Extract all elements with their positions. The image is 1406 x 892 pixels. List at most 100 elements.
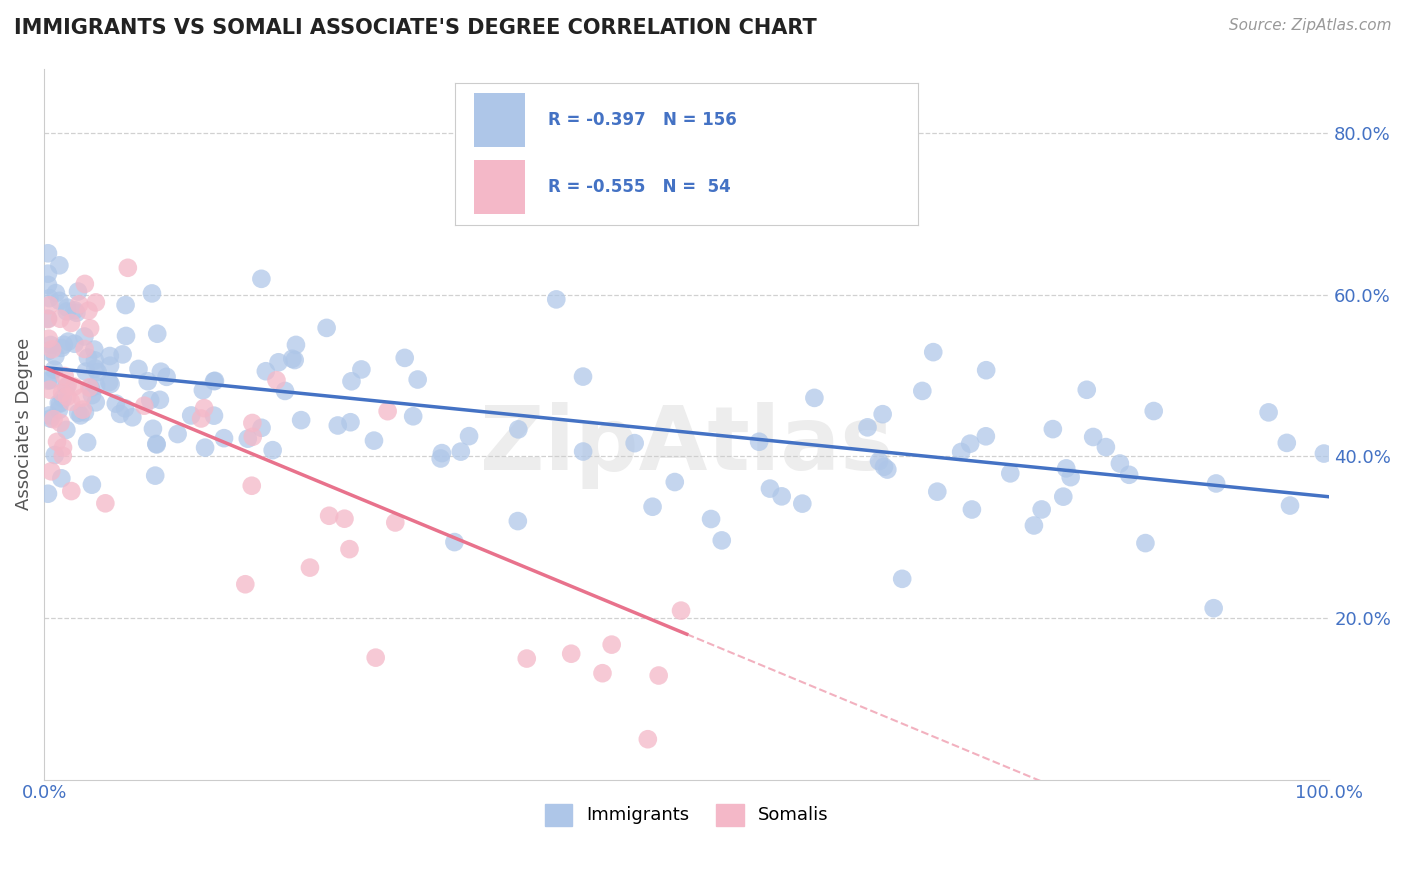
Point bbox=[75, 365, 97, 379]
Point bbox=[429, 451, 451, 466]
Point bbox=[37, 312, 59, 326]
Point bbox=[44, 448, 66, 462]
Point bbox=[56, 304, 79, 318]
Point bbox=[364, 650, 387, 665]
Point bbox=[108, 407, 131, 421]
Point bbox=[1135, 536, 1157, 550]
Point bbox=[191, 383, 214, 397]
Point bbox=[873, 459, 896, 474]
Point bbox=[284, 353, 307, 368]
Point bbox=[506, 514, 529, 528]
Point bbox=[111, 347, 134, 361]
Text: IMMIGRANTS VS SOMALI ASSOCIATE'S DEGREE CORRELATION CHART: IMMIGRANTS VS SOMALI ASSOCIATE'S DEGREE … bbox=[14, 18, 817, 37]
Point bbox=[65, 306, 87, 320]
Point bbox=[600, 638, 623, 652]
Point bbox=[637, 732, 659, 747]
Point bbox=[891, 572, 914, 586]
Point bbox=[39, 464, 62, 478]
Point bbox=[748, 434, 770, 449]
Y-axis label: Associate's Degree: Associate's Degree bbox=[15, 338, 32, 510]
Point bbox=[202, 409, 225, 423]
Point bbox=[55, 380, 77, 394]
Point bbox=[792, 497, 814, 511]
Point bbox=[66, 285, 89, 299]
Point bbox=[180, 409, 202, 423]
Point bbox=[84, 395, 107, 409]
Point bbox=[114, 298, 136, 312]
Point bbox=[1313, 446, 1336, 460]
Point bbox=[38, 291, 60, 305]
Point bbox=[290, 413, 312, 427]
Point bbox=[377, 404, 399, 418]
Point bbox=[104, 396, 127, 410]
Point bbox=[872, 407, 894, 421]
Point bbox=[37, 246, 59, 260]
Point bbox=[402, 409, 425, 424]
Point bbox=[51, 341, 73, 355]
Point bbox=[868, 454, 890, 468]
Point bbox=[669, 604, 692, 618]
Point bbox=[42, 362, 65, 376]
Point bbox=[63, 303, 86, 318]
Point bbox=[193, 401, 215, 416]
Point bbox=[38, 298, 60, 312]
Point bbox=[516, 651, 538, 665]
Point bbox=[42, 412, 65, 426]
Point bbox=[37, 344, 59, 359]
Legend: Immigrants, Somalis: Immigrants, Somalis bbox=[536, 795, 838, 835]
Point bbox=[430, 446, 453, 460]
Point bbox=[856, 420, 879, 434]
Point bbox=[76, 435, 98, 450]
Point bbox=[83, 343, 105, 357]
Point bbox=[98, 375, 121, 389]
Point bbox=[52, 391, 75, 405]
Point bbox=[134, 399, 156, 413]
Point bbox=[73, 329, 96, 343]
Point bbox=[149, 365, 172, 379]
Point bbox=[922, 345, 945, 359]
Point bbox=[63, 336, 86, 351]
Point bbox=[267, 355, 290, 369]
Point bbox=[84, 361, 107, 376]
Point bbox=[1275, 436, 1298, 450]
Point bbox=[70, 391, 93, 405]
Point bbox=[56, 390, 79, 404]
Point bbox=[45, 286, 67, 301]
Point bbox=[281, 351, 304, 366]
Point bbox=[406, 372, 429, 386]
Point bbox=[190, 411, 212, 425]
Point bbox=[145, 437, 167, 451]
Point bbox=[572, 444, 595, 458]
Point bbox=[39, 338, 62, 352]
Point bbox=[37, 311, 59, 326]
Point bbox=[250, 272, 273, 286]
Point bbox=[974, 429, 997, 443]
Point bbox=[60, 316, 83, 330]
Point bbox=[262, 443, 284, 458]
Point bbox=[315, 321, 337, 335]
Point bbox=[1054, 461, 1077, 475]
Point bbox=[49, 311, 72, 326]
Point bbox=[94, 496, 117, 510]
Point bbox=[98, 359, 121, 373]
Point bbox=[136, 374, 159, 388]
Point bbox=[117, 260, 139, 275]
Point bbox=[114, 401, 136, 416]
Point bbox=[508, 422, 530, 436]
Point bbox=[1118, 467, 1140, 482]
Point bbox=[51, 471, 73, 485]
Point bbox=[340, 374, 363, 388]
Point bbox=[623, 436, 645, 450]
Point bbox=[146, 326, 169, 341]
Point bbox=[100, 377, 122, 392]
Point bbox=[77, 351, 100, 365]
Point bbox=[458, 429, 481, 443]
Point bbox=[52, 449, 75, 463]
Point bbox=[51, 385, 73, 400]
Point bbox=[1083, 430, 1105, 444]
Point bbox=[142, 422, 165, 436]
Point bbox=[39, 373, 62, 387]
Point bbox=[911, 384, 934, 398]
Point bbox=[38, 409, 60, 423]
Point bbox=[333, 512, 356, 526]
